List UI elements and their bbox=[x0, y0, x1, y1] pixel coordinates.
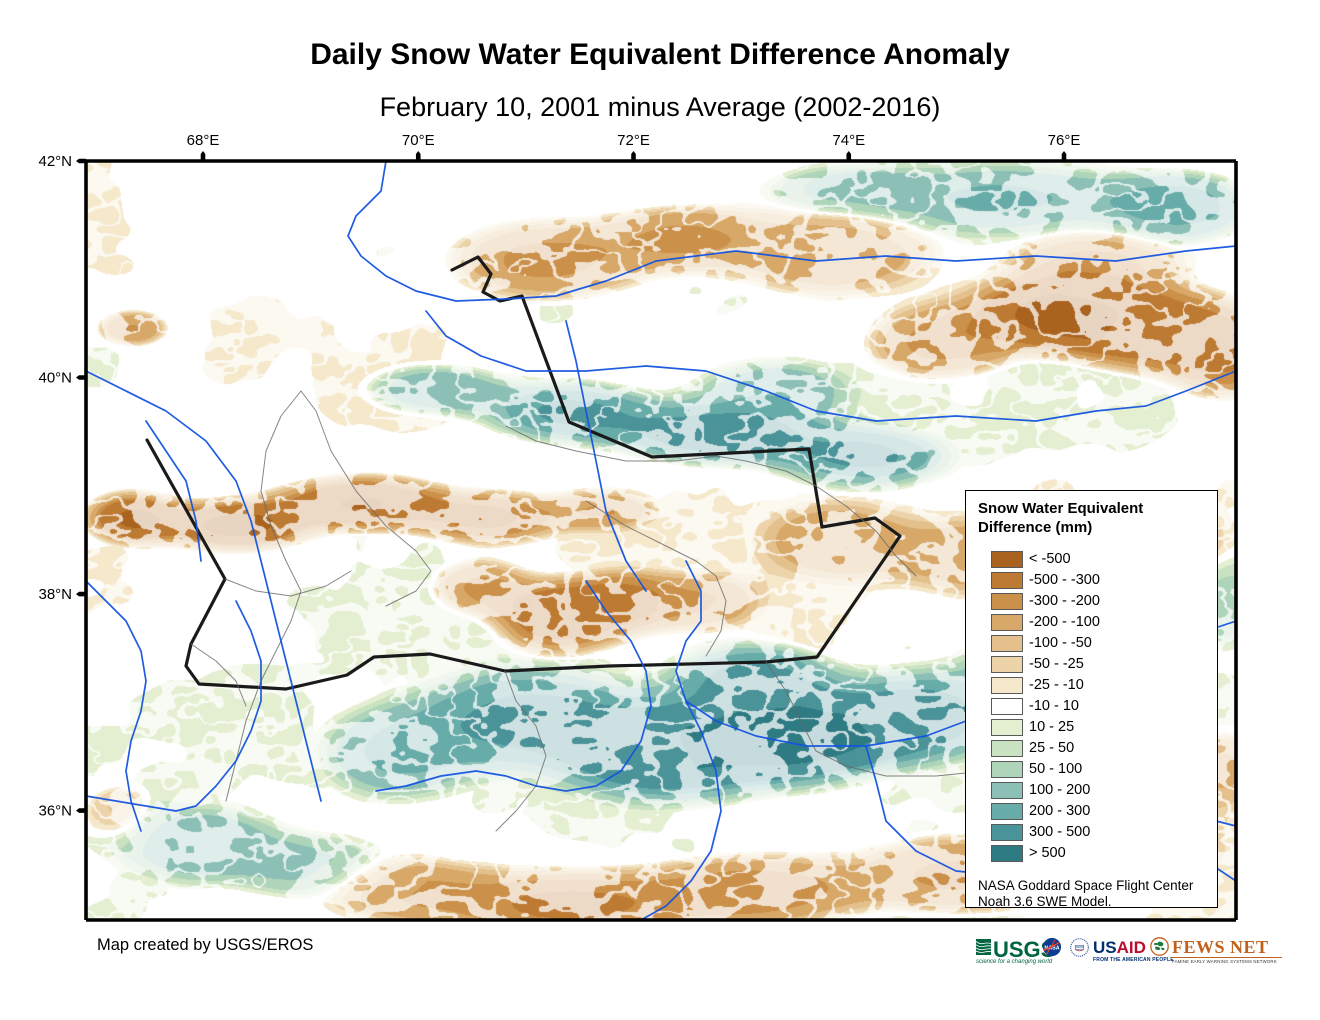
svg-text:36°N: 36°N bbox=[38, 803, 72, 820]
svg-text:68°E: 68°E bbox=[187, 132, 220, 149]
svg-text:70°E: 70°E bbox=[402, 132, 435, 149]
svg-text:72°E: 72°E bbox=[617, 132, 650, 149]
svg-text:38°N: 38°N bbox=[38, 586, 72, 603]
svg-text:42°N: 42°N bbox=[38, 153, 72, 170]
svg-text:40°N: 40°N bbox=[38, 370, 72, 387]
svg-text:74°E: 74°E bbox=[832, 132, 865, 149]
svg-text:76°E: 76°E bbox=[1048, 132, 1081, 149]
